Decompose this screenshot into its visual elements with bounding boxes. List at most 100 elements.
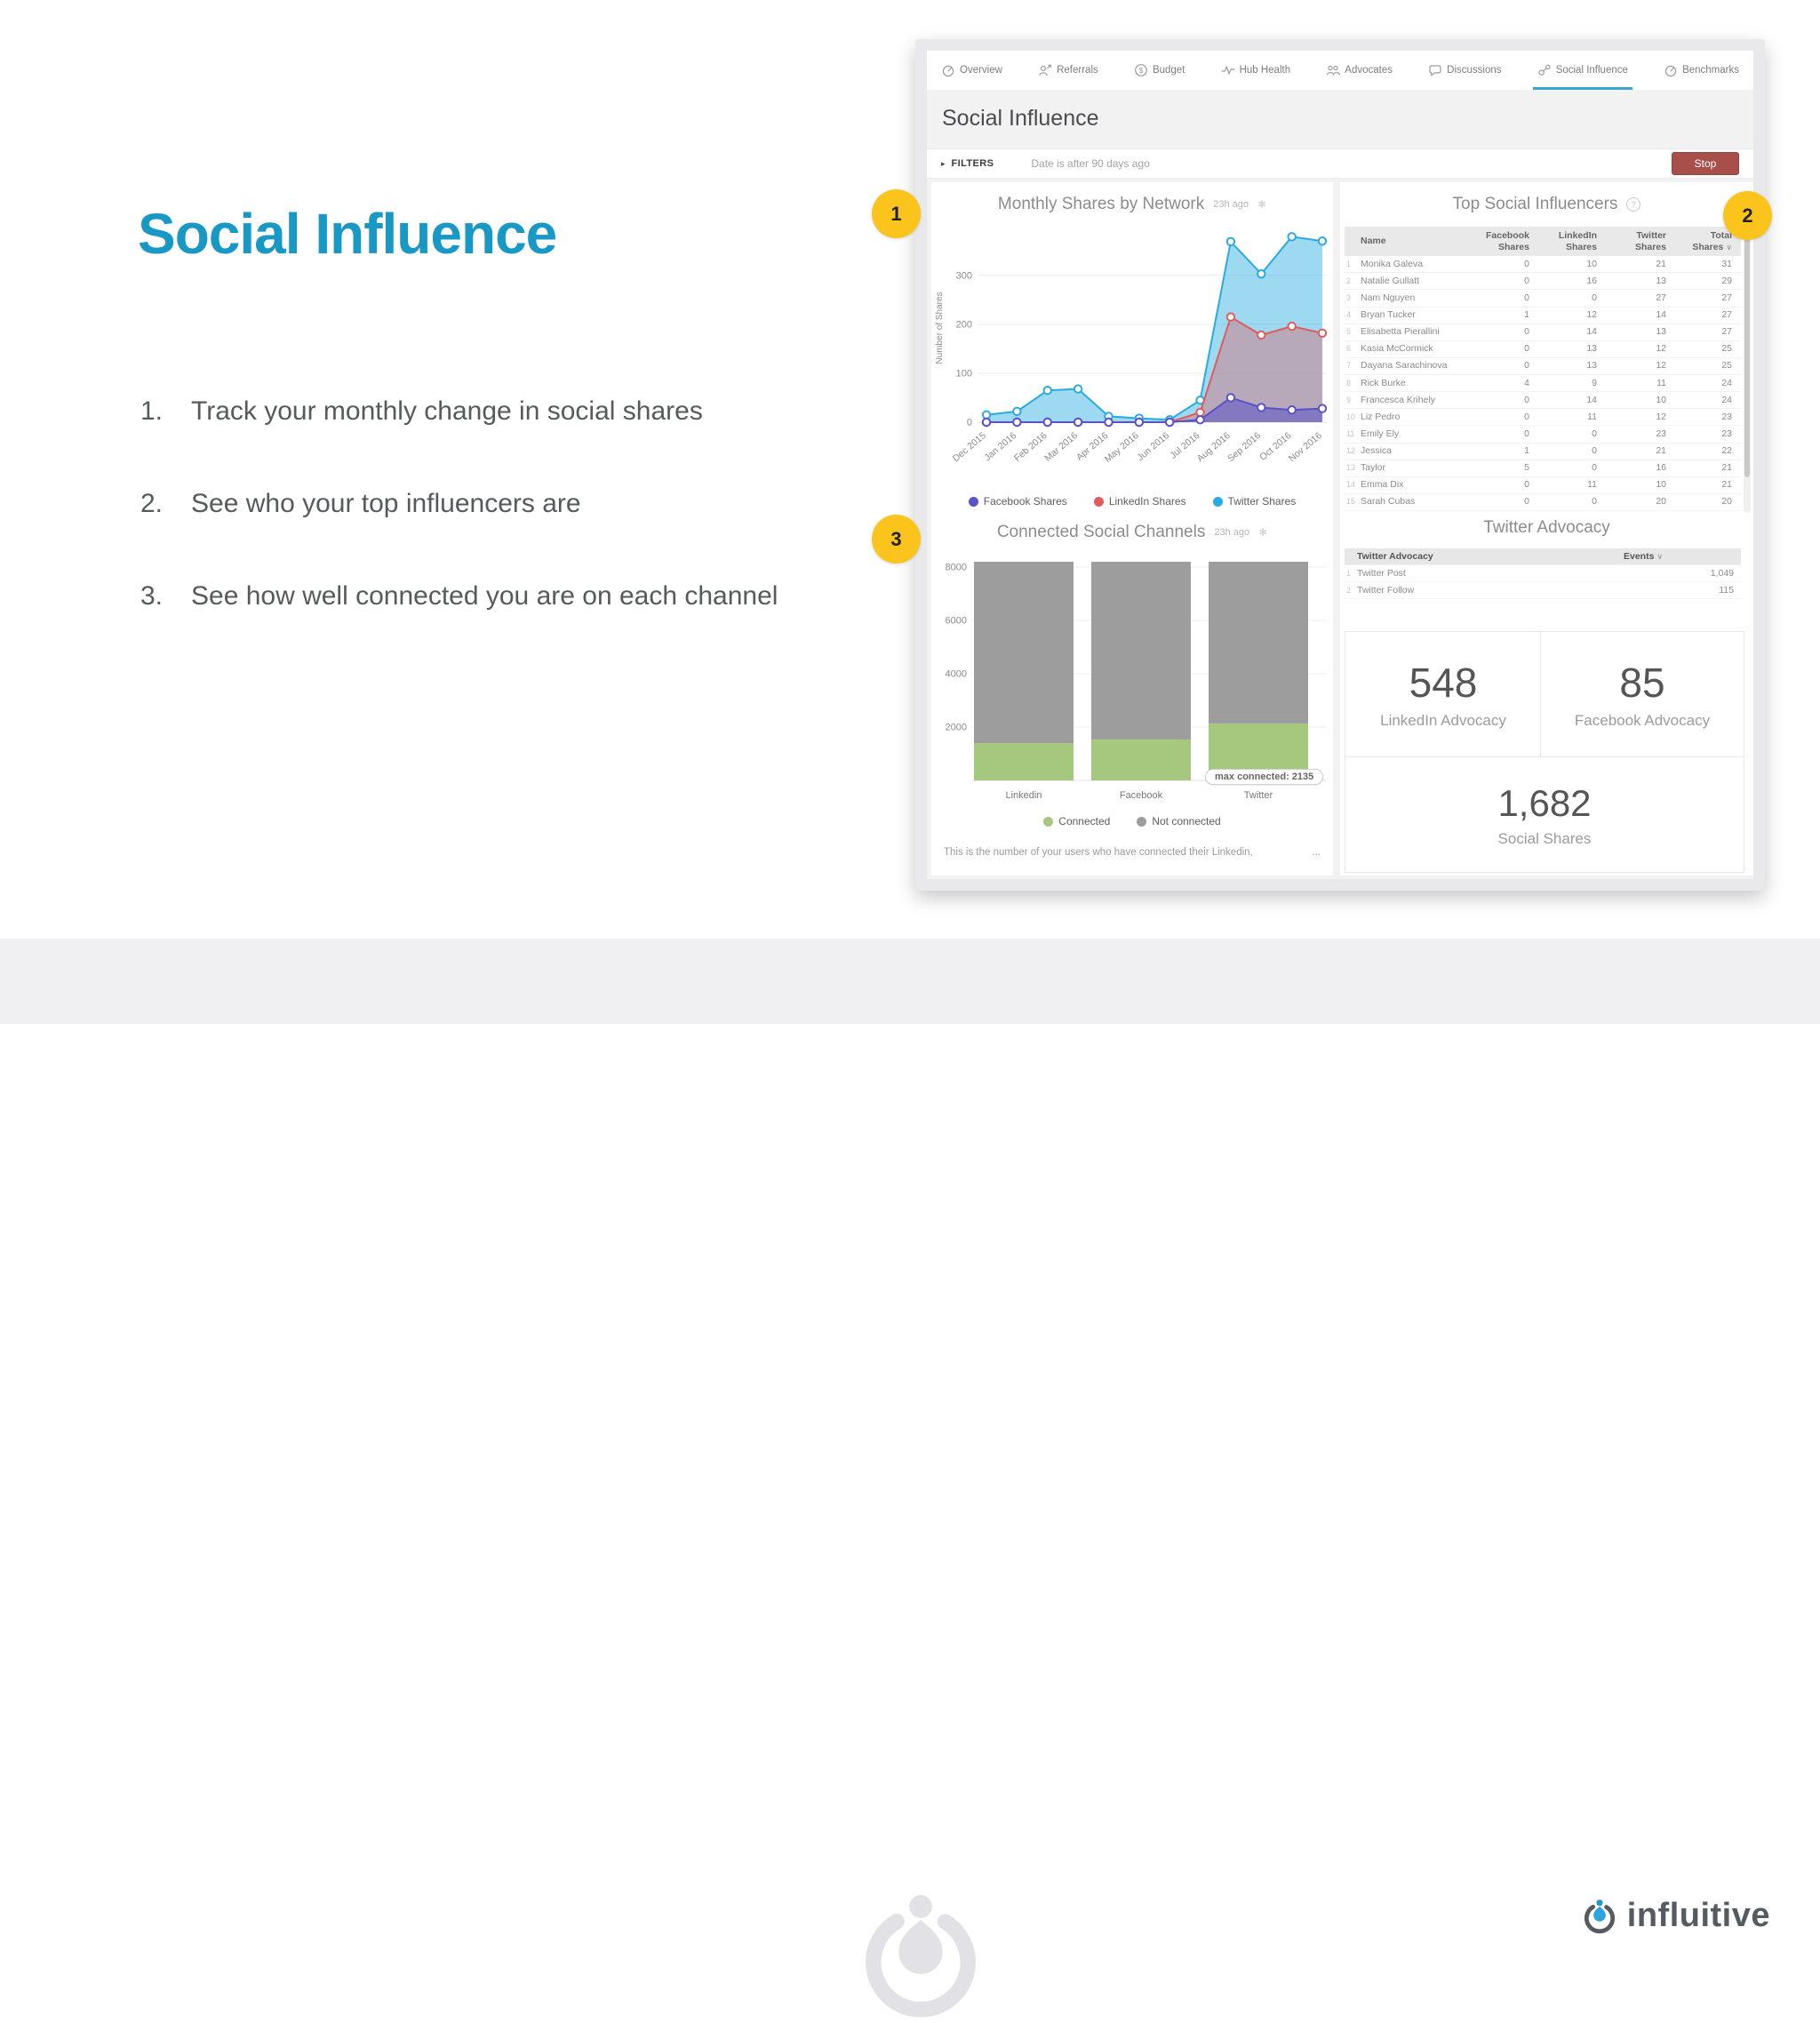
influencer-value: 23 (1656, 428, 1666, 439)
svg-text:Dec 2015: Dec 2015 (951, 430, 988, 464)
influencer-name: Elisabetta Pierallini (1361, 326, 1440, 338)
influencer-value: 21 (1721, 462, 1732, 474)
svg-text:Nov 2016: Nov 2016 (1287, 430, 1324, 464)
svg-text:Aug 2016: Aug 2016 (1195, 430, 1233, 464)
influencer-row: 14 Emma Dix 0 11 10 21 (1345, 477, 1741, 494)
stat-value: 85 (1619, 660, 1665, 706)
svg-text:May 2016: May 2016 (1103, 430, 1141, 465)
tab-label: Overview (960, 65, 1002, 76)
influencer-value: 14 (1656, 309, 1666, 321)
influencer-value: 12 (1656, 411, 1666, 422)
influencer-value: 20 (1656, 496, 1666, 508)
tab-budget[interactable]: $ Budget (1134, 51, 1185, 90)
influencer-value: 14 (1586, 394, 1597, 405)
header-cell (1345, 554, 1357, 559)
influencers-header-row: Name Facebook Shares LinkedIn Shares Twitte… (1345, 227, 1741, 257)
influencer-value: 12 (1346, 446, 1356, 455)
influencer-row: 2 Natalie Gullatt 0 16 13 29 (1345, 273, 1741, 291)
svg-text:Facebook: Facebook (1120, 790, 1163, 801)
influencer-value: 0 (1592, 462, 1597, 474)
influencer-row: 15 Sarah Cubas 0 0 20 20 (1345, 494, 1741, 512)
table-scrollbar-track[interactable] (1744, 227, 1751, 513)
header-cell-twitter-shares: Twitter Shares (1634, 230, 1666, 252)
influencer-name: Nam Nguyen (1361, 292, 1416, 303)
stat-label: LinkedIn Advocacy (1380, 712, 1506, 729)
tab-hub-health[interactable]: Hub Health (1220, 51, 1290, 90)
influencer-value: 0 (1524, 258, 1529, 269)
influencer-value: 11 (1346, 428, 1355, 438)
legend-item-twitter-shares: Twitter Shares (1212, 495, 1296, 508)
influencer-name: Emily Ely (1361, 428, 1400, 439)
bullet-marker: 3. (140, 581, 164, 611)
tab-benchmarks[interactable]: Benchmarks (1664, 51, 1739, 90)
legend-dot (1093, 496, 1104, 507)
influencer-value: 25 (1721, 343, 1732, 355)
influencer-value: 11 (1587, 411, 1597, 422)
legend-label: Facebook Shares (983, 495, 1067, 508)
tab-advocates[interactable]: Advocates (1326, 51, 1393, 90)
influencer-value: 27 (1721, 326, 1732, 338)
influencer-row: 13 Taylor 5 0 16 21 (1345, 460, 1741, 477)
legend-dot (968, 496, 978, 507)
svg-text:Jun 2016: Jun 2016 (1135, 430, 1171, 463)
slide-title: Social Influence (138, 202, 557, 266)
table-scrollbar-thumb[interactable] (1744, 228, 1750, 477)
tab-discussions[interactable]: Discussions (1428, 51, 1502, 90)
advocacy-label: Twitter Post (1357, 568, 1406, 579)
influencer-row: 10 Liz Pedro 0 11 12 23 (1345, 409, 1741, 427)
caption-expand[interactable]: ... (1312, 847, 1321, 858)
refresh-spinner-icon[interactable]: ✱ (1257, 198, 1267, 211)
monthly-chart-legend: Facebook Shares LinkedIn Shares Twitter Sh… (931, 495, 1333, 508)
influencer-value: 10 (1656, 479, 1666, 491)
help-icon[interactable]: ? (1626, 197, 1641, 212)
filter-value[interactable]: Date is after 90 days ago (1031, 157, 1150, 170)
dashboard-window: Overview Referrals $ Budget Hub Health Advoca… (915, 39, 1765, 891)
header-cell-total-shares[interactable]: Total Shares ∨ (1692, 230, 1732, 252)
bullet-item: 1. Track your monthly change in social sh… (140, 396, 887, 428)
influencer-value: 24 (1721, 394, 1732, 405)
header-cell-events[interactable]: Events ∨ (1624, 551, 1664, 562)
tab-label: Budget (1152, 65, 1185, 76)
dashboard-body: Overview Referrals $ Budget Hub Health Advoca… (927, 51, 1753, 879)
refresh-spinner-icon[interactable]: ✱ (1258, 526, 1268, 539)
svg-text:100: 100 (956, 368, 972, 379)
callout-badge-3: 3 (872, 515, 921, 564)
influencer-value: 0 (1592, 292, 1597, 303)
tab-social-influence[interactable]: Social Influence (1532, 51, 1633, 90)
bullet-item: 2. See who your top influencers are (140, 488, 887, 520)
influencer-value: 22 (1721, 445, 1732, 457)
bullet-marker: 2. (140, 489, 164, 518)
stop-button[interactable]: Stop (1672, 152, 1739, 175)
influencer-value: 10 (1346, 412, 1356, 421)
tab-referrals[interactable]: Referrals (1038, 51, 1098, 90)
legend-dot (1137, 816, 1147, 827)
svg-text:Feb 2016: Feb 2016 (1012, 430, 1050, 464)
legend-label: Connected (1058, 815, 1111, 828)
influencer-value: 24 (1721, 377, 1732, 388)
influencer-value: 29 (1721, 275, 1732, 286)
influencer-value: 0 (1592, 428, 1597, 439)
legend-label: LinkedIn Shares (1108, 495, 1186, 508)
stat-value: 1,682 (1497, 782, 1592, 824)
influencer-value: 9 (1346, 395, 1352, 404)
filters-toggle[interactable]: FILTERS (951, 158, 994, 169)
influencer-value: 0 (1524, 411, 1529, 422)
influencer-value: 23 (1721, 428, 1732, 439)
channels-chart-header: Connected Social Channels 23h ago ✱ (931, 523, 1333, 542)
social-shares-stat: 1,682 Social Shares (1345, 758, 1744, 873)
influencer-name: Liz Pedro (1361, 411, 1401, 422)
influencers-title: Top Social Influencers (1452, 195, 1618, 213)
influencer-row: 6 Kasia McCormick 0 13 12 25 (1345, 341, 1741, 358)
influencer-row: 12 Jessica 1 0 21 22 (1345, 444, 1741, 460)
tab-overview[interactable]: Overview (941, 51, 1002, 90)
influencer-value: 21 (1721, 479, 1732, 491)
influencer-value: 11 (1656, 377, 1666, 388)
svg-text:200: 200 (956, 319, 972, 330)
influencer-value: 10 (1586, 258, 1597, 269)
legend-label: Not connected (1152, 815, 1221, 828)
legend-dot (1212, 496, 1223, 507)
influencer-value: 0 (1524, 275, 1529, 286)
influencer-value: 6 (1346, 344, 1352, 354)
linkedin-advocacy-stat: 548 LinkedIn Advocacy (1345, 631, 1542, 757)
influencer-value: 23 (1721, 411, 1732, 422)
